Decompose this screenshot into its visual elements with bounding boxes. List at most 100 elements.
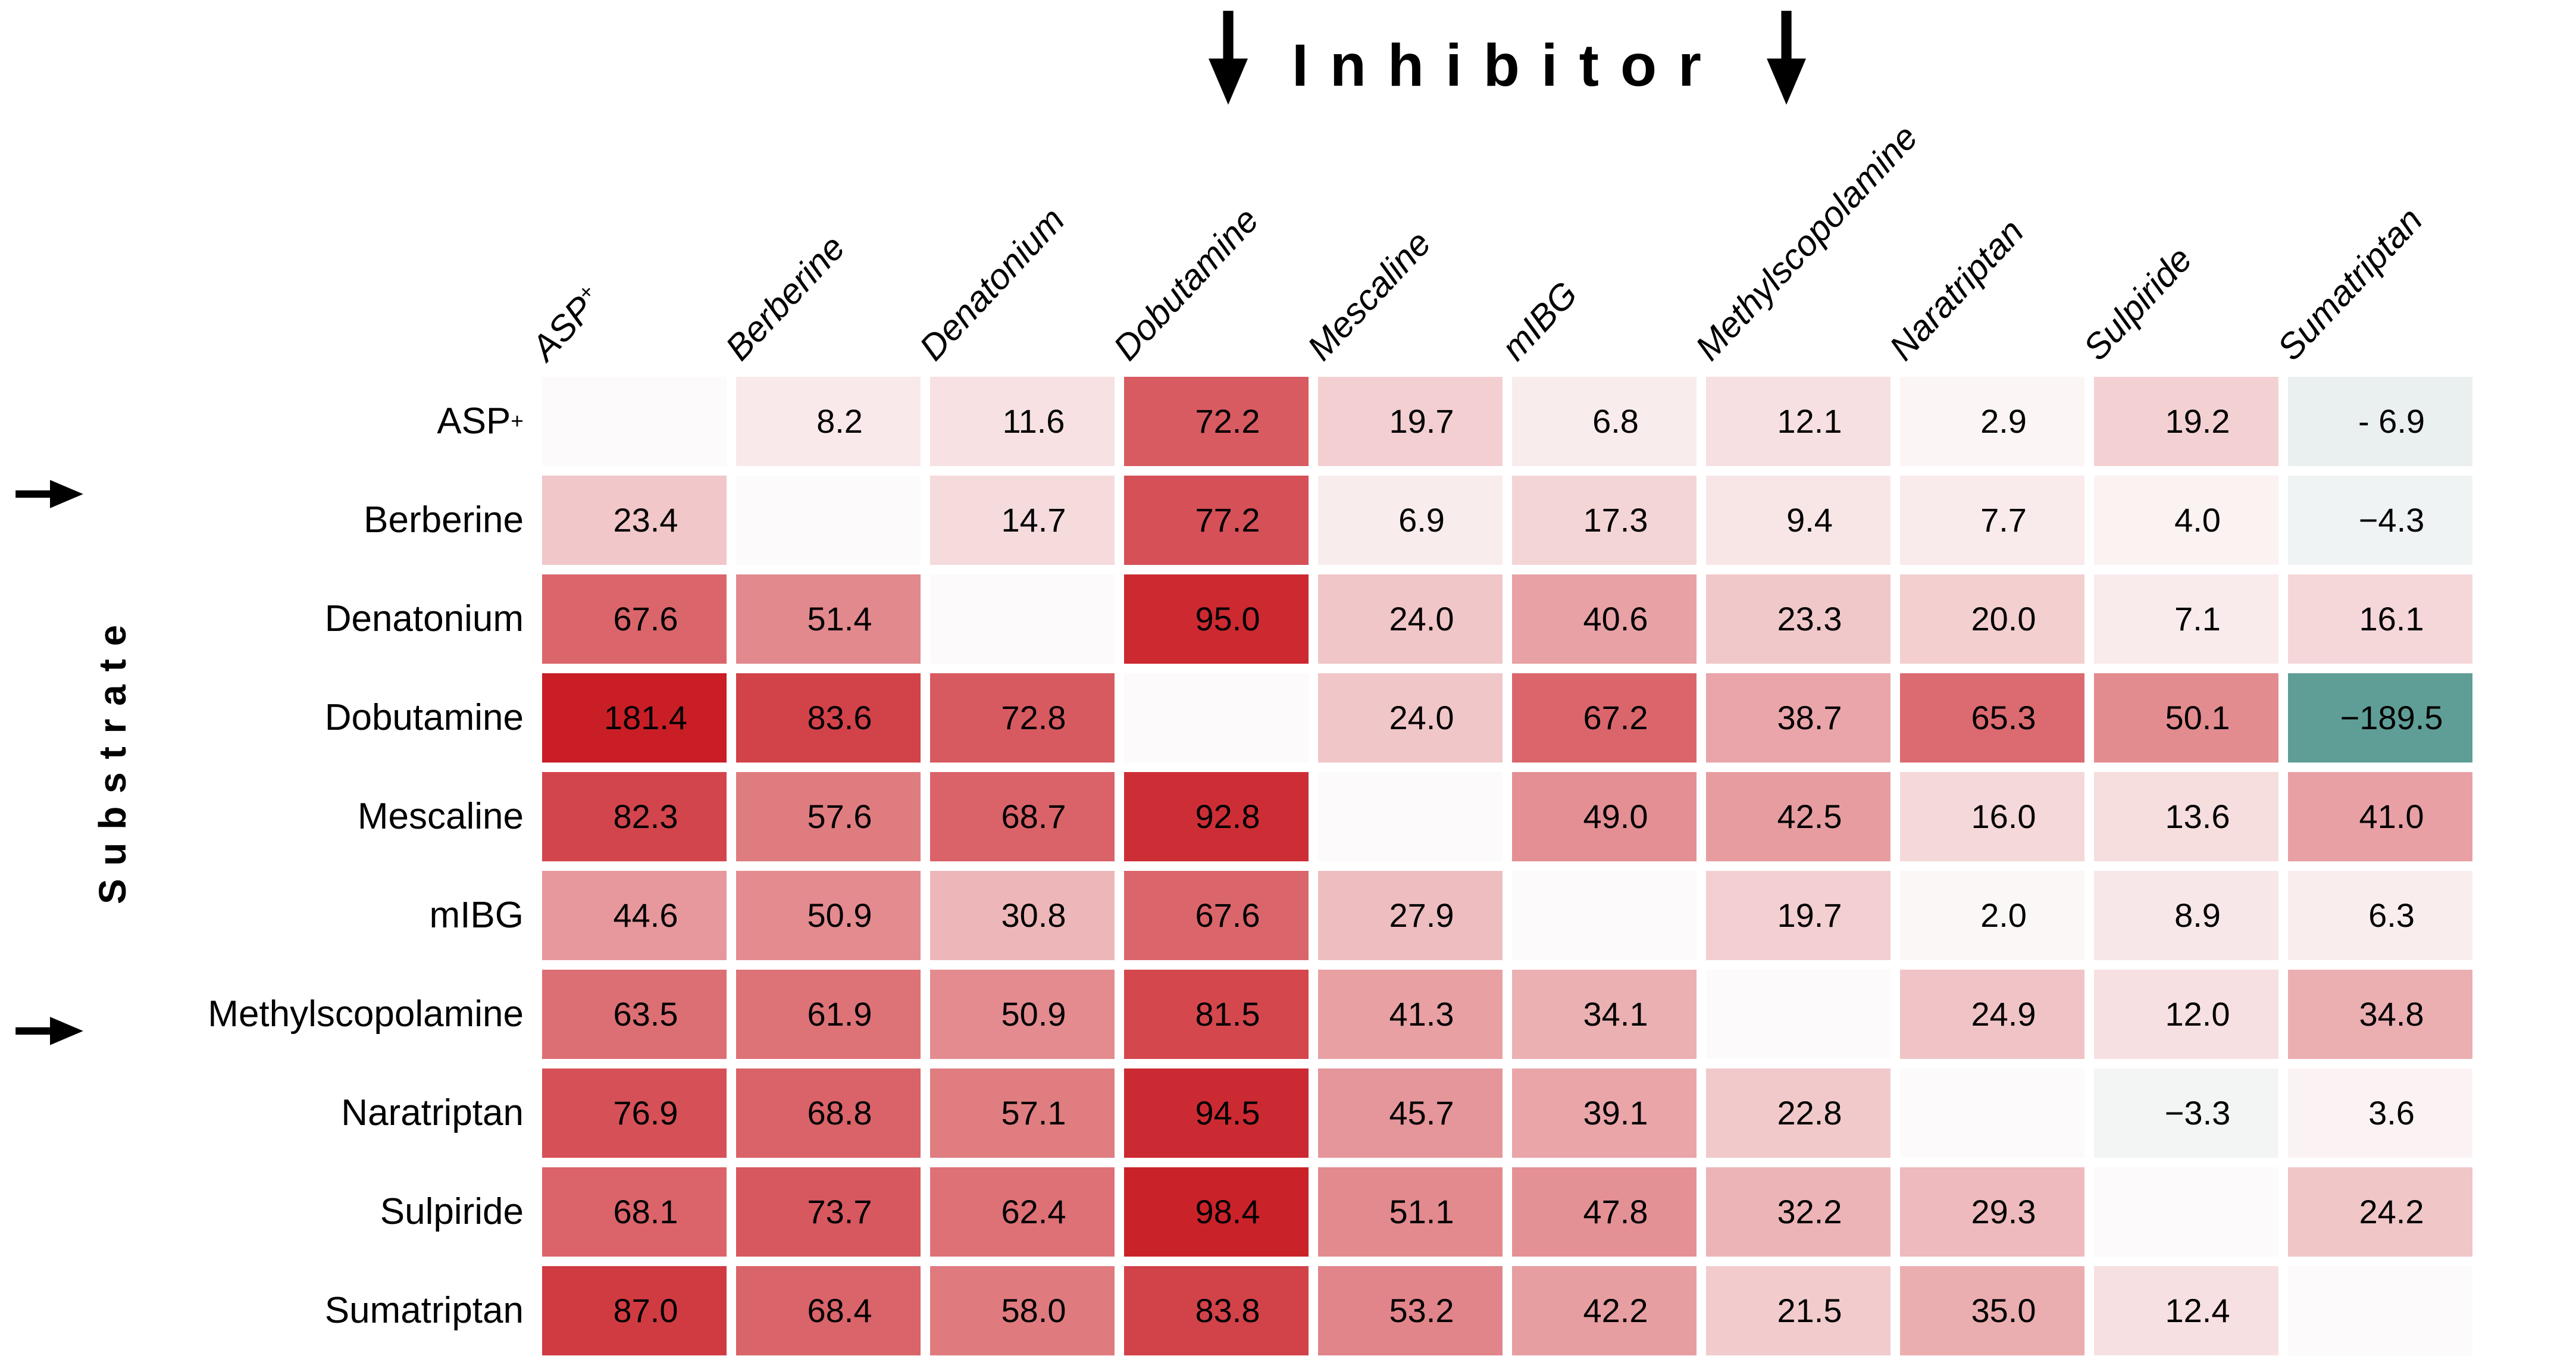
heatmap-cell-r7-c5: 41.3: [1318, 970, 1503, 1059]
heatmap-cell-r7-c10: 34.8: [2288, 970, 2472, 1059]
heatmap-cell-r7-c9: 12.0: [2094, 970, 2278, 1059]
heatmap-cell-r5-c9: 13.6: [2094, 772, 2278, 861]
inhibitor-axis-title-text: Inhibitor: [1292, 32, 1723, 99]
heatmap-cell-r4-c1: 181.4: [542, 673, 727, 763]
heatmap-cell-r6-c6: [1512, 871, 1697, 960]
heatmap-cell-r5-c3: 68.7: [930, 772, 1115, 861]
heatmap-cell-r5-c1: 82.3: [542, 772, 727, 861]
right-arrow-icon: [15, 480, 83, 508]
row-label-denatonium: Denatonium: [324, 598, 524, 639]
heatmap-cell-r8-c2: 68.8: [736, 1068, 921, 1158]
heatmap-cell-r10-c2: 68.4: [736, 1266, 921, 1355]
heatmap-cell-r5-c8: 16.0: [1900, 772, 2084, 861]
heatmap-cell-r8-c7: 22.8: [1706, 1068, 1890, 1158]
heatmap-cell-r3-c7: 23.3: [1706, 574, 1890, 664]
heatmap-cell-r9-c1: 68.1: [542, 1167, 727, 1257]
heatmap-cell-r8-c9: −3.3: [2094, 1068, 2278, 1158]
heatmap-cell-r4-c9: 50.1: [2094, 673, 2278, 763]
heatmap-cell-r2-c9: 4.0: [2094, 476, 2278, 565]
heatmap-cell-r3-c8: 20.0: [1900, 574, 2084, 664]
heatmap-cell-r9-c4: 98.4: [1124, 1167, 1309, 1257]
heatmap-cell-r8-c3: 57.1: [930, 1068, 1115, 1158]
heatmap-cell-r6-c4: 67.6: [1124, 871, 1309, 960]
heatmap-cell-r5-c10: 41.0: [2288, 772, 2472, 861]
heatmap-cell-r4-c6: 67.2: [1512, 673, 1697, 763]
heatmap-cell-r6-c2: 50.9: [736, 871, 921, 960]
heatmap-cell-r5-c4: 92.8: [1124, 772, 1309, 861]
heatmap-cell-r4-c5: 24.0: [1318, 673, 1503, 763]
heatmap-cell-r2-c4: 77.2: [1124, 476, 1309, 565]
heatmap-cell-r3-c1: 67.6: [542, 574, 727, 664]
heatmap-cell-r6-c9: 8.9: [2094, 871, 2278, 960]
row-label-mescaline: Mescaline: [357, 796, 524, 837]
heatmap-cell-r7-c1: 63.5: [542, 970, 727, 1059]
col-label-sulpiride: Sulpiride: [2076, 239, 2200, 368]
row-label-mibg: mIBG: [429, 895, 524, 936]
row-label-dobutamine: Dobutamine: [324, 697, 524, 738]
row-label-asp: ASP +: [437, 401, 524, 442]
heatmap-cell-r2-c1: 23.4: [542, 476, 727, 565]
heatmap-cell-r7-c2: 61.9: [736, 970, 921, 1059]
col-label-methylscopolamine: Methylscopolamine: [1688, 117, 1926, 368]
heatmap-cell-r2-c5: 6.9: [1318, 476, 1503, 565]
heatmap-cell-r9-c2: 73.7: [736, 1167, 921, 1257]
down-arrow-icon: [1766, 11, 1806, 105]
heatmap-cell-r3-c5: 24.0: [1318, 574, 1503, 664]
heatmap-cell-r7-c8: 24.9: [1900, 970, 2084, 1059]
heatmap-cell-r8-c1: 76.9: [542, 1068, 727, 1158]
heatmap-cell-r3-c6: 40.6: [1512, 574, 1697, 664]
heatmap-cell-r1-c6: 6.8: [1512, 377, 1697, 466]
heatmap-cell-r1-c10: - 6.9: [2288, 377, 2472, 466]
col-label-dobutamine: Dobutamine: [1106, 199, 1266, 368]
heatmap-cell-r4-c3: 72.8: [930, 673, 1115, 763]
heatmap-cell-r2-c10: −4.3: [2288, 476, 2472, 565]
heatmap-cell-r9-c6: 47.8: [1512, 1167, 1697, 1257]
heatmap-cell-r10-c6: 42.2: [1512, 1266, 1697, 1355]
heatmap-cell-r4-c7: 38.7: [1706, 673, 1890, 763]
col-label-sumatriptan: Sumatriptan: [2270, 199, 2430, 368]
heatmap-cell-r1-c3: 11.6: [930, 377, 1115, 466]
heatmap-cell-r2-c3: 14.7: [930, 476, 1115, 565]
heatmap-cell-r4-c10: −189.5: [2288, 673, 2472, 763]
heatmap-cell-r9-c7: 32.2: [1706, 1167, 1890, 1257]
heatmap-cell-r5-c6: 49.0: [1512, 772, 1697, 861]
heatmap-cell-r10-c9: 12.4: [2094, 1266, 2278, 1355]
heatmap-cell-r1-c9: 19.2: [2094, 377, 2278, 466]
col-label-mescaline: Mescaline: [1300, 223, 1439, 368]
heatmap-cell-r7-c4: 81.5: [1124, 970, 1309, 1059]
heatmap-cell-r3-c9: 7.1: [2094, 574, 2278, 664]
heatmap-cell-r8-c6: 39.1: [1512, 1068, 1697, 1158]
heatmap-cell-r4-c8: 65.3: [1900, 673, 2084, 763]
heatmap-cell-r6-c5: 27.9: [1318, 871, 1503, 960]
col-label-asp: ASP+: [524, 279, 602, 368]
heatmap-cell-r5-c7: 42.5: [1706, 772, 1890, 861]
row-label-berberine: Berberine: [364, 499, 524, 540]
heatmap-cell-r8-c8: [1900, 1068, 2084, 1158]
heatmap-cell-r5-c5: [1318, 772, 1503, 861]
heatmap-cell-r10-c3: 58.0: [930, 1266, 1115, 1355]
heatmap-cell-r6-c8: 2.0: [1900, 871, 2084, 960]
heatmap-cell-r9-c3: 62.4: [930, 1167, 1115, 1257]
heatmap-cell-r1-c2: 8.2: [736, 377, 921, 466]
heatmap-cell-r2-c2: [736, 476, 921, 565]
row-label-methylscopolamine: Methylscopolamine: [208, 993, 524, 1035]
heatmap-cell-r10-c7: 21.5: [1706, 1266, 1890, 1355]
heatmap-cell-r8-c5: 45.7: [1318, 1068, 1503, 1158]
col-label-mibg: mIBG: [1494, 274, 1585, 368]
heatmap-cell-r7-c7: [1706, 970, 1890, 1059]
heatmap-cell-r6-c10: 6.3: [2288, 871, 2472, 960]
heatmap-cell-r6-c3: 30.8: [930, 871, 1115, 960]
heatmap-cell-r4-c4: [1124, 673, 1309, 763]
right-arrow-icon: [15, 1017, 83, 1045]
heatmap-cell-r3-c3: [930, 574, 1115, 664]
heatmap-cell-r1-c1: [542, 377, 727, 466]
heatmap-grid: 8.2 11.6 72.2 19.7 6.8 12.1 2.9 19.2- 6.9 23.4 14…: [542, 377, 2472, 1355]
col-label-denatonium: Denatonium: [912, 199, 1072, 368]
heatmap-cell-r9-c10: 24.2: [2288, 1167, 2472, 1257]
heatmap-cell-r1-c8: 2.9: [1900, 377, 2084, 466]
heatmap-cell-r2-c8: 7.7: [1900, 476, 2084, 565]
heatmap-cell-r10-c4: 83.8: [1124, 1266, 1309, 1355]
heatmap-cell-r9-c9: [2094, 1167, 2278, 1257]
heatmap-cell-r2-c6: 17.3: [1512, 476, 1697, 565]
